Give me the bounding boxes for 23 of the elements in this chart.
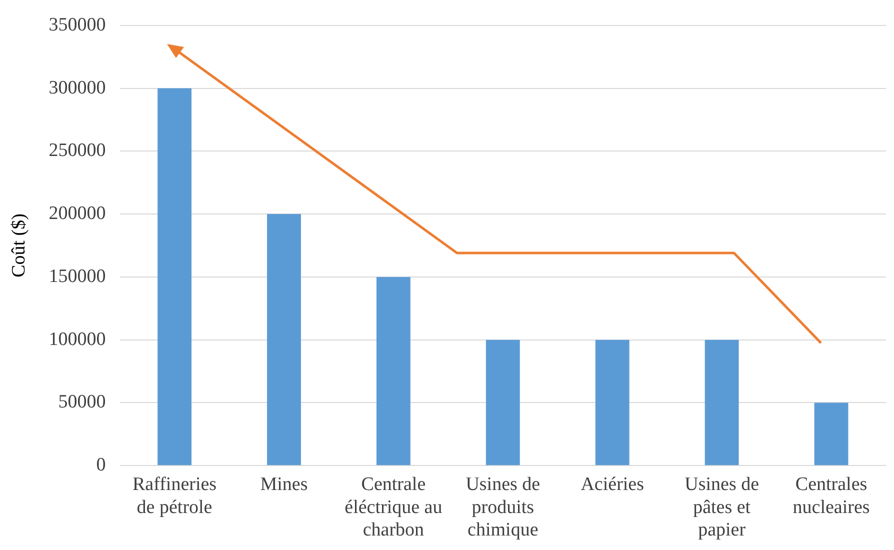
bar (814, 402, 848, 466)
y-tick-label: 350000 (48, 14, 106, 36)
y-tick-label: 300000 (48, 77, 106, 98)
y-tick-label: 200000 (48, 203, 106, 224)
x-tick-label: Usines de produits chimique (466, 474, 540, 541)
bar (704, 340, 739, 466)
x-tick-label: Aciéries (580, 474, 644, 495)
x-tick-label: Centrale éléctrique au charbon (344, 474, 443, 541)
bar (376, 276, 410, 466)
x-tick-label: Usines de pâtes et papier (684, 474, 760, 541)
y-axis-title: Coût ($) (8, 214, 30, 278)
y-tick-label: 250000 (48, 140, 106, 162)
x-tick-label: Mines (260, 474, 308, 495)
y-tick-label: 150000 (48, 266, 106, 287)
bar (267, 214, 301, 466)
bar (486, 340, 520, 466)
bar (595, 340, 630, 466)
bar (158, 88, 192, 466)
x-tick-label: Centrales nucleaires (792, 474, 870, 518)
y-tick-label: 50000 (58, 392, 106, 413)
x-tick-label: Raffineries de pétrole (132, 474, 217, 518)
y-tick-label: 100000 (48, 328, 106, 350)
y-tick-label: 0 (96, 454, 106, 476)
